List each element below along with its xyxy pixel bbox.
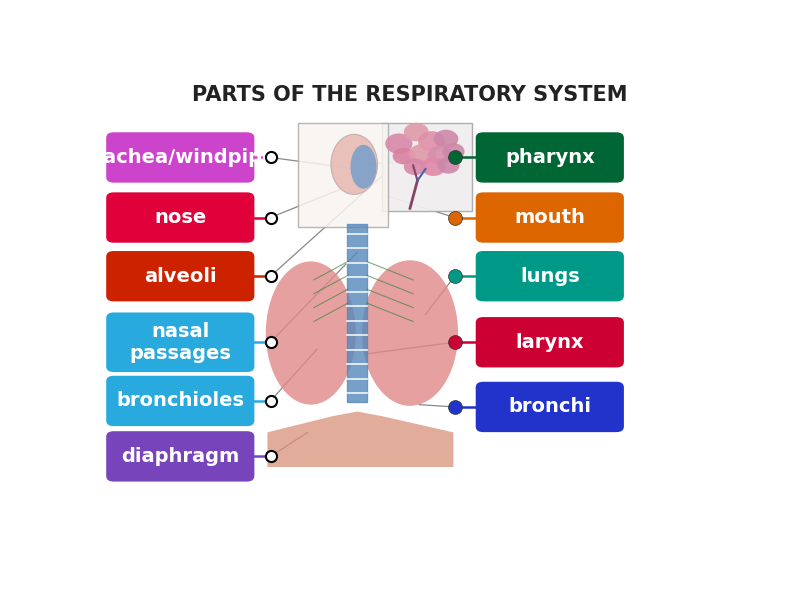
Circle shape	[427, 146, 452, 164]
FancyBboxPatch shape	[106, 132, 254, 182]
Circle shape	[386, 133, 413, 154]
Circle shape	[442, 143, 465, 160]
Ellipse shape	[362, 260, 458, 406]
FancyBboxPatch shape	[476, 251, 624, 301]
Text: diaphragm: diaphragm	[121, 447, 239, 466]
Text: pharynx: pharynx	[505, 148, 594, 167]
Text: nasal
passages: nasal passages	[130, 322, 231, 363]
Ellipse shape	[350, 145, 377, 188]
FancyBboxPatch shape	[106, 376, 254, 426]
Text: alveoli: alveoli	[144, 267, 217, 286]
FancyBboxPatch shape	[476, 317, 624, 367]
Polygon shape	[267, 412, 454, 467]
FancyBboxPatch shape	[476, 132, 624, 182]
Text: PARTS OF THE RESPIRATORY SYSTEM: PARTS OF THE RESPIRATORY SYSTEM	[192, 85, 628, 105]
FancyBboxPatch shape	[298, 123, 388, 227]
Text: bronchi: bronchi	[508, 397, 591, 416]
Circle shape	[409, 144, 436, 164]
FancyBboxPatch shape	[106, 193, 254, 243]
FancyBboxPatch shape	[476, 382, 624, 432]
Text: larynx: larynx	[515, 333, 584, 352]
FancyBboxPatch shape	[106, 431, 254, 482]
Circle shape	[393, 148, 415, 164]
Text: trachea/windpipe: trachea/windpipe	[85, 148, 276, 167]
FancyBboxPatch shape	[382, 123, 472, 211]
Circle shape	[434, 130, 458, 148]
Circle shape	[418, 131, 446, 151]
Circle shape	[438, 157, 460, 173]
Text: bronchioles: bronchioles	[116, 391, 244, 410]
Circle shape	[404, 158, 426, 175]
FancyBboxPatch shape	[476, 193, 624, 243]
FancyBboxPatch shape	[106, 251, 254, 301]
Circle shape	[404, 123, 429, 141]
Ellipse shape	[331, 134, 378, 194]
Text: nose: nose	[154, 208, 206, 227]
Text: mouth: mouth	[514, 208, 586, 227]
Circle shape	[421, 157, 446, 176]
Text: lungs: lungs	[520, 267, 580, 286]
Ellipse shape	[266, 262, 356, 404]
FancyBboxPatch shape	[106, 313, 254, 372]
